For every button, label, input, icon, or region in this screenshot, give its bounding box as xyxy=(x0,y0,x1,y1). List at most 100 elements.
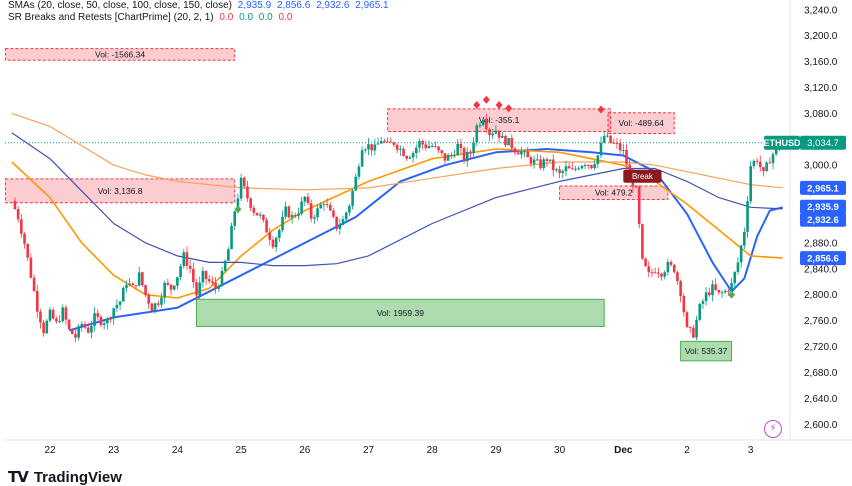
sma-price-tag xyxy=(800,251,846,266)
candle-body xyxy=(523,151,526,153)
candle-body xyxy=(510,138,514,149)
candle-body xyxy=(316,208,319,218)
candle-body xyxy=(13,200,17,210)
candle-body xyxy=(539,159,542,169)
candle-body xyxy=(58,321,61,323)
lightning-icon[interactable]: ⚡ xyxy=(764,420,782,438)
candle-body xyxy=(504,135,507,146)
candle-body xyxy=(32,277,36,291)
candle-body xyxy=(768,162,772,164)
candle-body xyxy=(45,320,49,334)
candle-body xyxy=(137,272,141,286)
candle-body xyxy=(160,297,163,305)
candle-body xyxy=(507,138,510,146)
sr-value-3: 0.0 xyxy=(258,12,273,23)
candle-body xyxy=(313,217,316,219)
symbol-tag-label: ETHUSD xyxy=(763,138,801,148)
candle-body xyxy=(599,142,603,156)
sma-value-20: 2,935.9 xyxy=(237,0,272,11)
candle-body xyxy=(730,283,733,292)
candle-body xyxy=(399,148,402,150)
candle-body xyxy=(427,146,431,149)
candle-body xyxy=(641,224,644,259)
sma-line xyxy=(11,112,783,191)
candle-body xyxy=(421,140,424,145)
candle-body xyxy=(325,204,329,206)
candle-body xyxy=(707,292,711,296)
candle-body xyxy=(698,303,702,320)
candle-body xyxy=(704,292,708,302)
candle-body xyxy=(239,177,243,199)
candle-body xyxy=(733,271,737,284)
x-tick-label: 27 xyxy=(363,445,375,456)
sma-legend-title: SMAs (20, close, 50, close, 100, close, … xyxy=(8,0,232,11)
candle-body xyxy=(364,149,367,151)
candle-body xyxy=(70,328,74,335)
candle-body xyxy=(249,198,252,208)
sma-legend: SMAs (20, close, 50, close, 100, close, … xyxy=(8,0,389,11)
candle-body xyxy=(169,284,173,290)
candle-body xyxy=(485,120,488,130)
candle-body xyxy=(500,135,504,138)
candle-body xyxy=(590,165,593,169)
candle-body xyxy=(743,231,746,246)
candle-body xyxy=(306,196,310,204)
candle-body xyxy=(90,325,93,333)
candle-body xyxy=(488,129,491,136)
candle-body xyxy=(383,141,386,143)
candle-body xyxy=(252,207,256,213)
candle-body xyxy=(77,326,80,338)
sma-price-tag-label: 2,965.1 xyxy=(807,183,839,194)
candle-body xyxy=(166,282,170,285)
candle-body xyxy=(332,210,335,217)
break-down-marker xyxy=(495,100,503,109)
candle-body xyxy=(192,268,195,283)
candle-body xyxy=(723,290,727,293)
y-tick-label: 3,120.0 xyxy=(804,83,838,94)
candle-body xyxy=(459,143,463,149)
candle-body xyxy=(109,318,112,320)
sr-value-1: 0.0 xyxy=(219,12,234,23)
candle-body xyxy=(125,284,128,288)
tradingview-mark-icon: TV xyxy=(8,468,29,486)
candle-body xyxy=(379,141,383,144)
candle-body xyxy=(351,190,354,206)
sr-zone-label: Vol: 479.2 xyxy=(595,188,633,198)
x-tick-label: 3 xyxy=(748,445,754,456)
candle-body xyxy=(752,160,756,167)
sma-price-tag xyxy=(800,180,846,195)
candle-body xyxy=(456,143,459,156)
sr-zone-label: Vol: -1566.34 xyxy=(95,49,145,59)
candle-body xyxy=(246,186,249,199)
candle-body xyxy=(548,159,552,162)
break-up-marker xyxy=(234,205,242,214)
candle-body xyxy=(144,285,147,295)
candle-body xyxy=(593,164,596,169)
sr-zone-label: Vol: 3,136.8 xyxy=(98,186,143,196)
candle-body xyxy=(622,149,625,151)
candle-body xyxy=(669,261,673,265)
candle-body xyxy=(536,159,539,161)
candle-body xyxy=(720,292,724,294)
candle-body xyxy=(437,146,440,151)
candle-body xyxy=(236,198,240,212)
candle-body xyxy=(676,272,679,282)
candle-body xyxy=(64,307,68,320)
candle-body xyxy=(230,225,233,250)
candle-body xyxy=(577,168,581,170)
candle-body xyxy=(274,237,278,248)
sr-zone xyxy=(4,178,236,204)
x-tick-label: 25 xyxy=(236,445,248,456)
y-tick-label: 2,600.0 xyxy=(804,420,838,431)
candle-body xyxy=(182,252,186,267)
tradingview-logo[interactable]: TV TradingView xyxy=(8,468,122,486)
candle-body xyxy=(198,282,201,296)
break-down-marker xyxy=(473,100,481,109)
candle-body xyxy=(262,214,265,220)
candle-body xyxy=(497,130,501,138)
candle-body xyxy=(774,146,778,155)
candle-body xyxy=(293,214,297,216)
sr-zone xyxy=(680,340,733,362)
candle-body xyxy=(462,148,466,162)
